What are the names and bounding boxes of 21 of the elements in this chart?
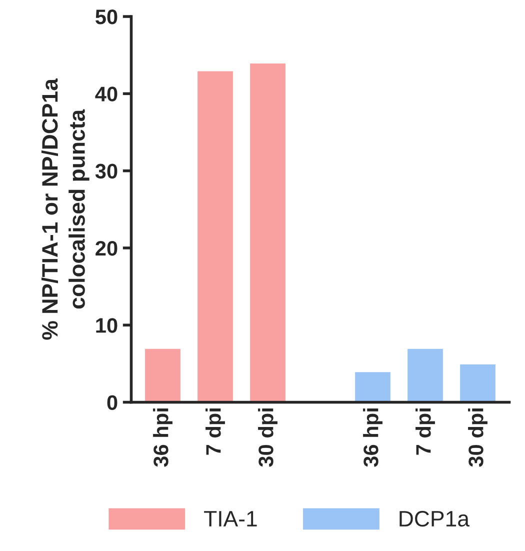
bar bbox=[354, 370, 392, 402]
legend-label: TIA-1 bbox=[204, 511, 257, 526]
y-tick-label: 40 bbox=[95, 86, 118, 102]
bar bbox=[458, 362, 497, 402]
x-tick-label: 7 dpi bbox=[416, 408, 435, 455]
x-tick-label: 7 dpi bbox=[206, 408, 225, 455]
y-tick-label: 0 bbox=[107, 395, 118, 410]
x-tick-label: 30 dpi bbox=[468, 408, 488, 467]
x-tick-label: 30 dpi bbox=[258, 408, 278, 467]
x-tick-label: 36 hpi bbox=[153, 408, 172, 467]
y-tick-label: 10 bbox=[96, 318, 118, 333]
bar bbox=[144, 348, 182, 402]
bar bbox=[406, 348, 444, 402]
x-tick-label: 36 hpi bbox=[363, 408, 382, 467]
y-tick-label: 30 bbox=[95, 164, 118, 179]
bar bbox=[196, 70, 234, 402]
y-axis-title: % NP/TIA-1 or NP/DCP1a colocalised puncta bbox=[41, 78, 90, 340]
y-tick-label: 20 bbox=[96, 240, 118, 256]
y-tick-label: 50 bbox=[96, 10, 118, 24]
legend-label: DCP1a bbox=[400, 510, 470, 527]
bar bbox=[248, 62, 287, 402]
